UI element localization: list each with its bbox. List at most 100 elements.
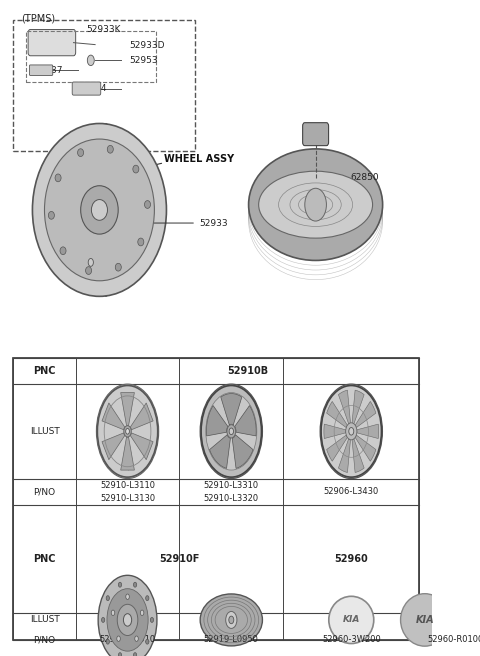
Circle shape xyxy=(145,639,149,644)
Bar xyxy=(13,358,420,640)
Text: P/NO: P/NO xyxy=(34,635,56,644)
Ellipse shape xyxy=(55,174,61,182)
Circle shape xyxy=(200,384,263,479)
Polygon shape xyxy=(235,405,256,436)
Ellipse shape xyxy=(138,238,144,246)
Circle shape xyxy=(106,596,109,601)
Ellipse shape xyxy=(133,165,139,173)
Circle shape xyxy=(150,617,154,623)
Circle shape xyxy=(206,392,257,470)
Circle shape xyxy=(229,616,234,624)
Circle shape xyxy=(123,613,132,626)
Circle shape xyxy=(102,617,105,623)
Circle shape xyxy=(227,424,236,438)
Text: 52933: 52933 xyxy=(146,218,228,228)
Circle shape xyxy=(135,636,138,642)
Text: 52960-3W200: 52960-3W200 xyxy=(322,635,381,644)
Circle shape xyxy=(133,583,137,587)
Circle shape xyxy=(119,583,121,587)
Circle shape xyxy=(346,423,357,440)
Circle shape xyxy=(133,653,137,656)
Text: 52950: 52950 xyxy=(89,264,118,274)
Circle shape xyxy=(87,55,94,66)
Circle shape xyxy=(119,653,121,656)
Text: PNC: PNC xyxy=(33,365,56,376)
Circle shape xyxy=(111,610,115,615)
Ellipse shape xyxy=(85,266,92,274)
Circle shape xyxy=(107,588,148,651)
Text: 52960: 52960 xyxy=(335,554,368,564)
Ellipse shape xyxy=(249,149,383,260)
Polygon shape xyxy=(102,403,125,430)
Circle shape xyxy=(229,428,233,435)
Ellipse shape xyxy=(60,247,66,255)
Circle shape xyxy=(88,258,94,266)
FancyBboxPatch shape xyxy=(72,82,101,95)
Circle shape xyxy=(126,594,129,600)
Text: 52933D: 52933D xyxy=(130,41,165,51)
Polygon shape xyxy=(355,435,376,461)
Text: 52953: 52953 xyxy=(130,56,158,65)
Text: 52910-L3310
52910-L3320: 52910-L3310 52910-L3320 xyxy=(204,482,259,502)
Circle shape xyxy=(124,426,131,437)
FancyBboxPatch shape xyxy=(29,65,53,75)
Text: P/NO: P/NO xyxy=(34,487,56,497)
Circle shape xyxy=(226,611,237,628)
Text: ILLUST: ILLUST xyxy=(30,427,60,436)
Text: 52960-R0100: 52960-R0100 xyxy=(427,635,480,644)
Text: 52910-L3110
52910-L3130: 52910-L3110 52910-L3130 xyxy=(100,482,155,502)
Ellipse shape xyxy=(329,596,374,644)
Polygon shape xyxy=(102,433,125,460)
Ellipse shape xyxy=(259,171,372,238)
Ellipse shape xyxy=(401,594,449,646)
Text: (TPMS): (TPMS) xyxy=(22,13,56,24)
Text: 52919-L0950: 52919-L0950 xyxy=(204,635,259,644)
Polygon shape xyxy=(327,435,348,461)
Circle shape xyxy=(106,639,109,644)
FancyBboxPatch shape xyxy=(13,20,194,151)
Circle shape xyxy=(117,636,120,642)
Text: 52906-L3430: 52906-L3430 xyxy=(324,487,379,497)
Circle shape xyxy=(305,188,326,221)
Ellipse shape xyxy=(78,149,84,157)
Ellipse shape xyxy=(107,146,113,154)
Ellipse shape xyxy=(96,123,116,297)
Circle shape xyxy=(140,610,144,615)
Ellipse shape xyxy=(200,594,263,646)
Circle shape xyxy=(98,575,157,656)
Text: 52910B: 52910B xyxy=(227,365,268,376)
Text: 52934: 52934 xyxy=(78,84,107,93)
Polygon shape xyxy=(352,390,364,424)
Ellipse shape xyxy=(144,201,151,209)
Text: 52910F: 52910F xyxy=(159,554,200,564)
Circle shape xyxy=(96,384,159,479)
Circle shape xyxy=(145,596,149,601)
Polygon shape xyxy=(338,390,350,424)
Polygon shape xyxy=(232,435,253,468)
Ellipse shape xyxy=(45,139,155,281)
Text: 52933K: 52933K xyxy=(86,25,121,34)
Ellipse shape xyxy=(115,263,121,271)
Polygon shape xyxy=(327,401,348,428)
Text: ILLUST: ILLUST xyxy=(30,615,60,625)
Text: 24537: 24537 xyxy=(35,66,63,75)
Ellipse shape xyxy=(81,186,118,234)
Circle shape xyxy=(117,604,138,636)
FancyBboxPatch shape xyxy=(303,123,329,146)
Polygon shape xyxy=(324,424,346,439)
Polygon shape xyxy=(338,439,350,472)
Text: KIA: KIA xyxy=(416,615,434,625)
Polygon shape xyxy=(120,438,134,470)
Circle shape xyxy=(320,384,383,479)
Polygon shape xyxy=(352,439,364,472)
Polygon shape xyxy=(221,394,242,425)
Ellipse shape xyxy=(33,123,167,297)
Circle shape xyxy=(126,428,130,434)
FancyBboxPatch shape xyxy=(28,30,76,56)
Text: PNC: PNC xyxy=(33,554,56,564)
Ellipse shape xyxy=(91,199,108,220)
Text: WHEEL ASSY: WHEEL ASSY xyxy=(164,154,234,164)
Polygon shape xyxy=(210,435,230,468)
Polygon shape xyxy=(131,433,153,460)
Text: 62850: 62850 xyxy=(350,173,379,182)
